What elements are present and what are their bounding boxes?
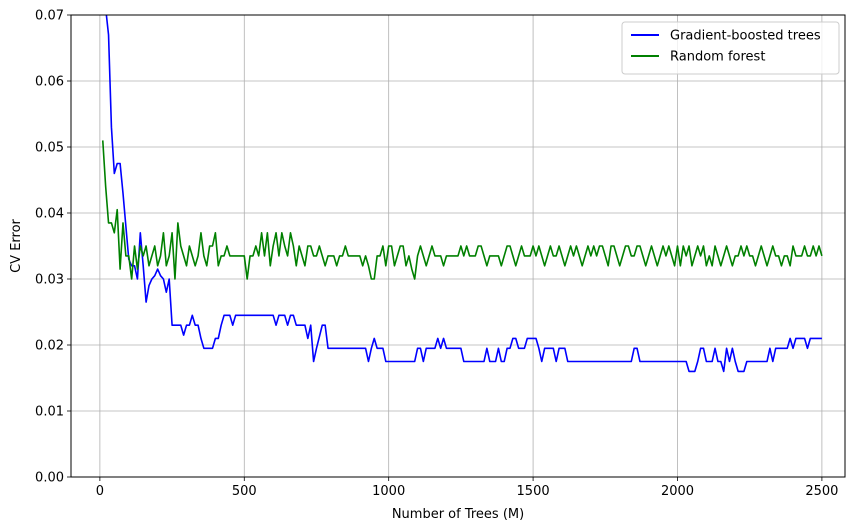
x-tick-label: 1000 [372,484,405,499]
x-tick-label: 0 [96,484,104,499]
y-tick-label: 0.03 [35,273,64,288]
x-tick-label: 2000 [661,484,694,499]
legend-label-gradient-boosted-trees: Gradient-boosted trees [670,29,821,44]
y-tick-label: 0.04 [35,207,64,222]
y-axis-label: CV Error [9,218,24,272]
grid [71,14,845,478]
y-tick-label: 0.06 [35,75,64,90]
x-tick-label: 500 [232,484,257,499]
ticks: 0 500 1000 1500 2000 2500 0.00 0.01 0.02 0.03 0.04… [35,9,838,500]
y-tick-label: 0.07 [35,9,64,24]
legend: Gradient-boosted trees Random forest [621,21,840,75]
x-axis-label: Number of Trees (M) [392,507,524,522]
y-tick-label: 0.01 [35,405,64,420]
y-tick-label: 0.00 [35,471,64,486]
series-line-gradient-boosted-trees [105,15,822,373]
series-line-random-forest [101,140,823,280]
series-layer [101,15,823,373]
legend-box [621,21,840,75]
x-tick-label: 2500 [805,484,838,499]
plot-frame [70,14,846,478]
x-tick-label: 1500 [517,484,550,499]
legend-label-random-forest: Random forest [670,50,765,65]
y-tick-label: 0.02 [35,339,64,354]
y-tick-label: 0.05 [35,141,64,156]
